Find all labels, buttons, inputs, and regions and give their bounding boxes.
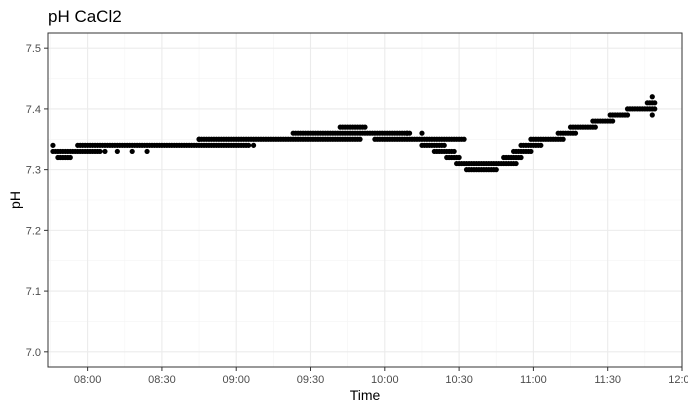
data-point xyxy=(518,154,524,161)
x-tick-label: 09:30 xyxy=(297,374,325,386)
data-point xyxy=(451,148,457,155)
x-axis-label: Time xyxy=(350,387,381,403)
y-axis-label: pH xyxy=(7,191,23,209)
data-point xyxy=(624,112,631,118)
data-point xyxy=(441,142,447,148)
data-point xyxy=(649,112,655,118)
x-tick-label: 09:00 xyxy=(222,374,250,386)
data-point xyxy=(404,130,410,136)
y-tick-label: 7.0 xyxy=(26,347,41,359)
data-point xyxy=(129,148,135,155)
data-point xyxy=(592,124,598,130)
data-point xyxy=(652,100,658,106)
data-point xyxy=(357,136,363,142)
data-points xyxy=(50,94,658,173)
data-point xyxy=(560,136,566,142)
x-tick-label: 08:30 xyxy=(148,374,176,386)
data-point xyxy=(250,142,257,148)
x-tick-label: 10:30 xyxy=(445,374,473,386)
data-point xyxy=(102,148,108,155)
data-point xyxy=(362,124,368,130)
chart-title: pH CaCl2 xyxy=(48,7,122,26)
data-point xyxy=(528,148,534,155)
y-tick-label: 7.1 xyxy=(26,286,41,298)
x-tick-label: 11:30 xyxy=(594,374,621,386)
y-axis: 7.0 7.1 7.2 7.3 7.4 7.5 xyxy=(26,43,48,359)
data-point xyxy=(67,154,73,161)
data-point xyxy=(513,160,519,167)
x-tick-label: 10:00 xyxy=(371,374,399,386)
data-point xyxy=(456,154,462,161)
data-point xyxy=(610,118,616,124)
data-point xyxy=(50,142,56,148)
x-tick-label: 12:00 xyxy=(668,374,688,386)
data-point xyxy=(97,148,103,155)
data-point xyxy=(652,106,658,112)
y-tick-label: 7.2 xyxy=(26,225,41,237)
y-tick-label: 7.5 xyxy=(26,43,41,55)
x-tick-label: 08:00 xyxy=(74,374,102,386)
data-point xyxy=(649,94,655,100)
data-point xyxy=(114,148,120,155)
data-point xyxy=(196,136,202,142)
minor-gridlines xyxy=(48,33,682,367)
data-point xyxy=(538,142,544,148)
data-point xyxy=(461,136,467,142)
data-point xyxy=(144,148,150,155)
plot-border xyxy=(47,32,683,368)
data-point xyxy=(419,130,425,136)
data-point xyxy=(493,167,499,173)
y-tick-label: 7.4 xyxy=(26,104,41,116)
y-tick-label: 7.3 xyxy=(26,165,41,177)
major-gridlines xyxy=(48,33,683,367)
data-point xyxy=(246,142,252,148)
data-point xyxy=(572,130,579,136)
x-axis: 08:00 08:30 09:00 09:30 10:00 10:30 11:00 11:30… xyxy=(74,367,688,386)
x-tick-label: 11:00 xyxy=(520,374,547,386)
